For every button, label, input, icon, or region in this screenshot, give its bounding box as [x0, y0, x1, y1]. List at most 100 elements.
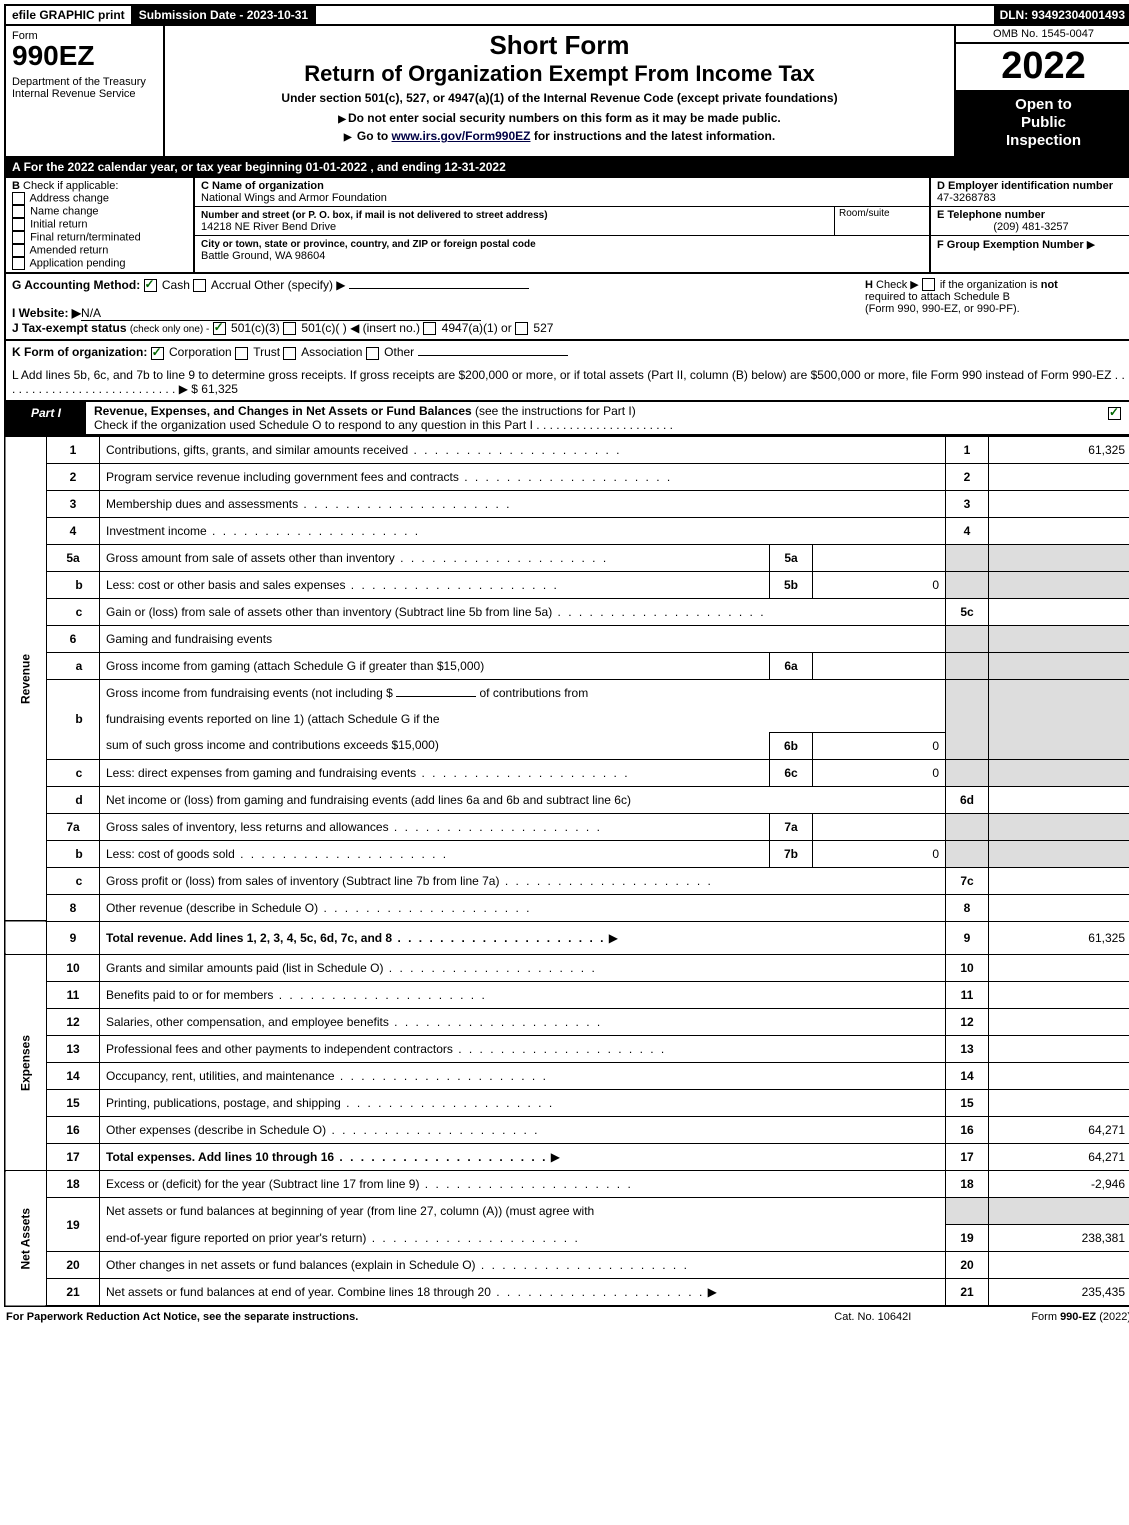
l6c-mlbl: 6c [770, 759, 813, 786]
part1-header: Part I Revenue, Expenses, and Changes in… [4, 402, 1129, 436]
l4-num: 4 [47, 517, 100, 544]
l5c-num: c [47, 598, 100, 625]
cb-cash[interactable] [144, 279, 157, 292]
opt-name-change: Name change [30, 205, 99, 217]
cb-501c3[interactable] [213, 322, 226, 335]
l7b-desc: Less: cost of goods sold [106, 847, 448, 861]
line-13: 13 Professional fees and other payments … [5, 1036, 1129, 1063]
l6b-d2: of contributions from [480, 686, 589, 700]
l9-desc: Total revenue. Add lines 1, 2, 3, 4, 5c,… [106, 931, 605, 945]
l14-desc: Occupancy, rent, utilities, and maintena… [106, 1069, 548, 1083]
group-exemption-label: F Group Exemption Number [937, 239, 1084, 251]
l20-num: 20 [47, 1252, 100, 1279]
l17-rnum: 17 [946, 1144, 989, 1171]
l5c-desc: Gain or (loss) from sale of assets other… [106, 605, 766, 619]
line-6d: d Net income or (loss) from gaming and f… [5, 786, 1129, 813]
l21-val: 235,435 [989, 1279, 1129, 1307]
footer-left: For Paperwork Reduction Act Notice, see … [6, 1311, 834, 1323]
form-header: Form 990EZ Department of the Treasury In… [4, 26, 1129, 158]
l17-desc: Total expenses. Add lines 10 through 16 [106, 1150, 547, 1164]
opt-527: 527 [533, 321, 553, 335]
l7b-mlbl: 7b [770, 840, 813, 867]
l21-num: 21 [47, 1279, 100, 1307]
ein-label: D Employer identification number [937, 180, 1113, 192]
l2-val [989, 463, 1129, 490]
l19-shade2 [989, 1198, 1129, 1225]
goto-post: for instructions and the latest informat… [530, 129, 775, 143]
return-title: Return of Organization Exempt From Incom… [175, 61, 944, 87]
cb-application-pending[interactable] [12, 257, 25, 270]
l7c-rnum: 7c [946, 867, 989, 894]
cb-association[interactable] [283, 347, 296, 360]
footer-form: Form 990-EZ (2022) [1031, 1311, 1129, 1323]
l9-val: 61,325 [989, 921, 1129, 955]
l6b-shade [946, 679, 989, 759]
cb-amended-return[interactable] [12, 244, 25, 257]
l15-rnum: 15 [946, 1090, 989, 1117]
l7c-num: c [47, 867, 100, 894]
l6b-mval: 0 [813, 732, 946, 759]
l19-desc1: Net assets or fund balances at beginning… [100, 1198, 946, 1225]
opt-application-pending: Application pending [29, 257, 125, 269]
line-16: 16 Other expenses (describe in Schedule … [5, 1117, 1129, 1144]
l18-rnum: 18 [946, 1171, 989, 1198]
cb-501c[interactable] [283, 322, 296, 335]
l3-num: 3 [47, 490, 100, 517]
l6b-shade2 [989, 679, 1129, 759]
short-form-title: Short Form [175, 30, 944, 61]
l2-num: 2 [47, 463, 100, 490]
cb-trust[interactable] [235, 347, 248, 360]
j-sub: (check only one) - [130, 324, 209, 335]
cb-527[interactable] [515, 322, 528, 335]
cb-schedule-o[interactable] [1108, 407, 1121, 420]
line-6c: c Less: direct expenses from gaming and … [5, 759, 1129, 786]
cb-final-return[interactable] [12, 231, 25, 244]
l7a-num: 7a [47, 813, 100, 840]
l13-desc: Professional fees and other payments to … [106, 1042, 666, 1056]
room-label: Room/suite [839, 208, 890, 219]
cb-other-org[interactable] [366, 347, 379, 360]
l5a-desc: Gross amount from sale of assets other t… [106, 551, 608, 565]
line-6: 6 Gaming and fundraising events [5, 625, 1129, 652]
col-c-org-info: C Name of organization National Wings an… [195, 178, 929, 272]
l5c-val [989, 598, 1129, 625]
k-label: K Form of organization: [12, 345, 147, 359]
l10-val [989, 955, 1129, 982]
row-a-text: For the 2022 calendar year, or tax year … [24, 160, 506, 174]
l5b-mval: 0 [813, 571, 946, 598]
l19-rnum: 19 [946, 1225, 989, 1252]
cb-initial-return[interactable] [12, 218, 25, 231]
cb-address-change[interactable] [12, 192, 25, 205]
l19-val: 238,381 [989, 1225, 1129, 1252]
cb-name-change[interactable] [12, 205, 25, 218]
line-8: 8 Other revenue (describe in Schedule O)… [5, 894, 1129, 921]
l6d-val [989, 786, 1129, 813]
cb-accrual[interactable] [193, 279, 206, 292]
website-label: I Website: ▶ [12, 306, 81, 320]
cb-schedule-b[interactable] [922, 278, 935, 291]
l6a-desc: Gross income from gaming (attach Schedul… [100, 652, 770, 679]
l1-num: 1 [47, 436, 100, 463]
l11-desc: Benefits paid to or for members [106, 988, 487, 1002]
l1-desc: Contributions, gifts, grants, and simila… [106, 443, 622, 457]
expenses-sidelabel: Expenses [5, 955, 47, 1171]
goto-instructions: Go to www.irs.gov/Form990EZ for instruct… [175, 129, 944, 143]
irs-link[interactable]: www.irs.gov/Form990EZ [392, 129, 531, 143]
cb-corporation[interactable] [151, 347, 164, 360]
l13-rnum: 13 [946, 1036, 989, 1063]
arrow-icon: ▶ [1087, 239, 1095, 251]
l14-val [989, 1063, 1129, 1090]
l7a-mval [813, 813, 946, 840]
col-b-checkboxes: B Check if applicable: Address change Na… [6, 178, 195, 272]
ein-value: 47-3268783 [937, 192, 996, 204]
l6-num: 6 [47, 625, 100, 652]
opt-cash: Cash [162, 278, 190, 292]
tax-year: 2022 [956, 44, 1129, 90]
l7a-mlbl: 7a [770, 813, 813, 840]
cb-4947[interactable] [423, 322, 436, 335]
opt-corporation: Corporation [169, 345, 232, 359]
city-box: City or town, state or province, country… [195, 236, 929, 264]
l17-num: 17 [47, 1144, 100, 1171]
col-d-numbers: D Employer identification number 47-3268… [929, 178, 1129, 272]
line-7a: 7a Gross sales of inventory, less return… [5, 813, 1129, 840]
